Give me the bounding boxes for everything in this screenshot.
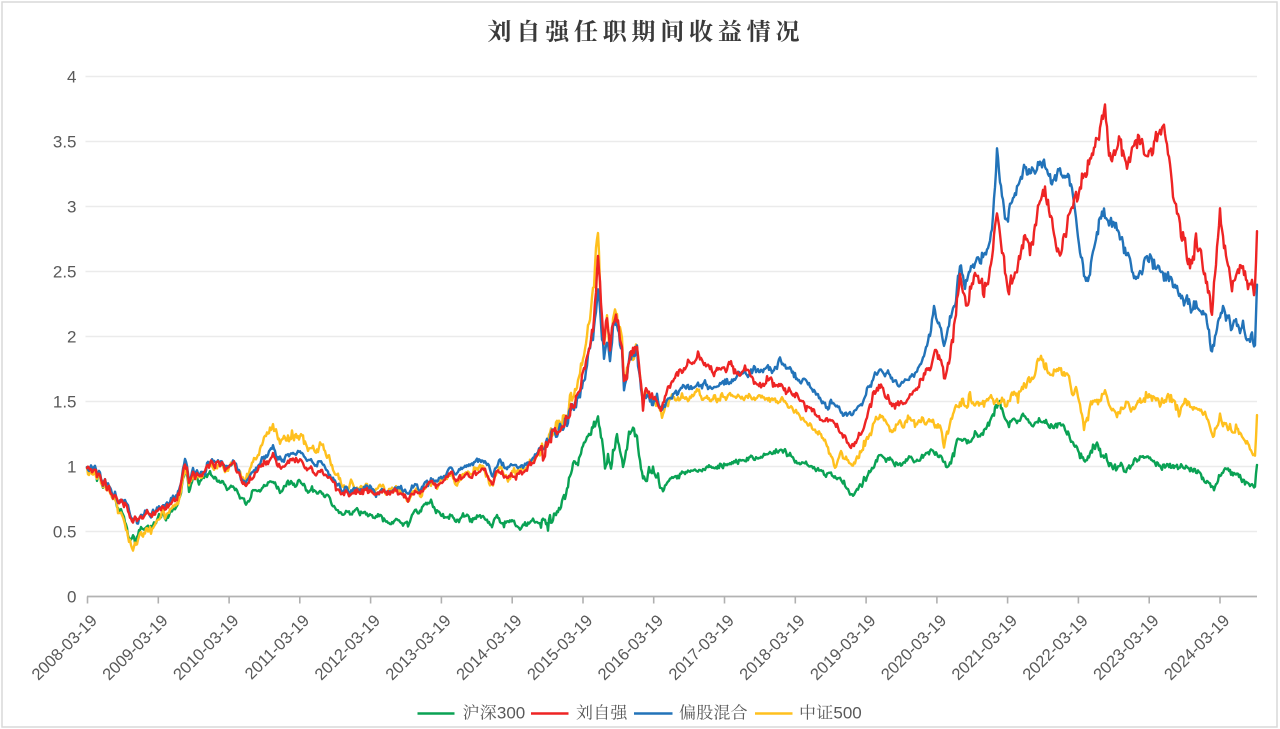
svg-text:4: 4	[67, 68, 76, 87]
svg-text:3.5: 3.5	[53, 133, 77, 152]
svg-text:0.5: 0.5	[53, 523, 77, 542]
svg-text:1.5: 1.5	[53, 393, 77, 412]
svg-text:0: 0	[67, 588, 76, 607]
svg-text:1: 1	[67, 458, 76, 477]
svg-text:300: 300	[497, 704, 525, 723]
svg-text:500: 500	[833, 704, 861, 723]
svg-text:2: 2	[67, 328, 76, 347]
svg-text:2.5: 2.5	[53, 263, 77, 282]
svg-text:3: 3	[67, 198, 76, 217]
